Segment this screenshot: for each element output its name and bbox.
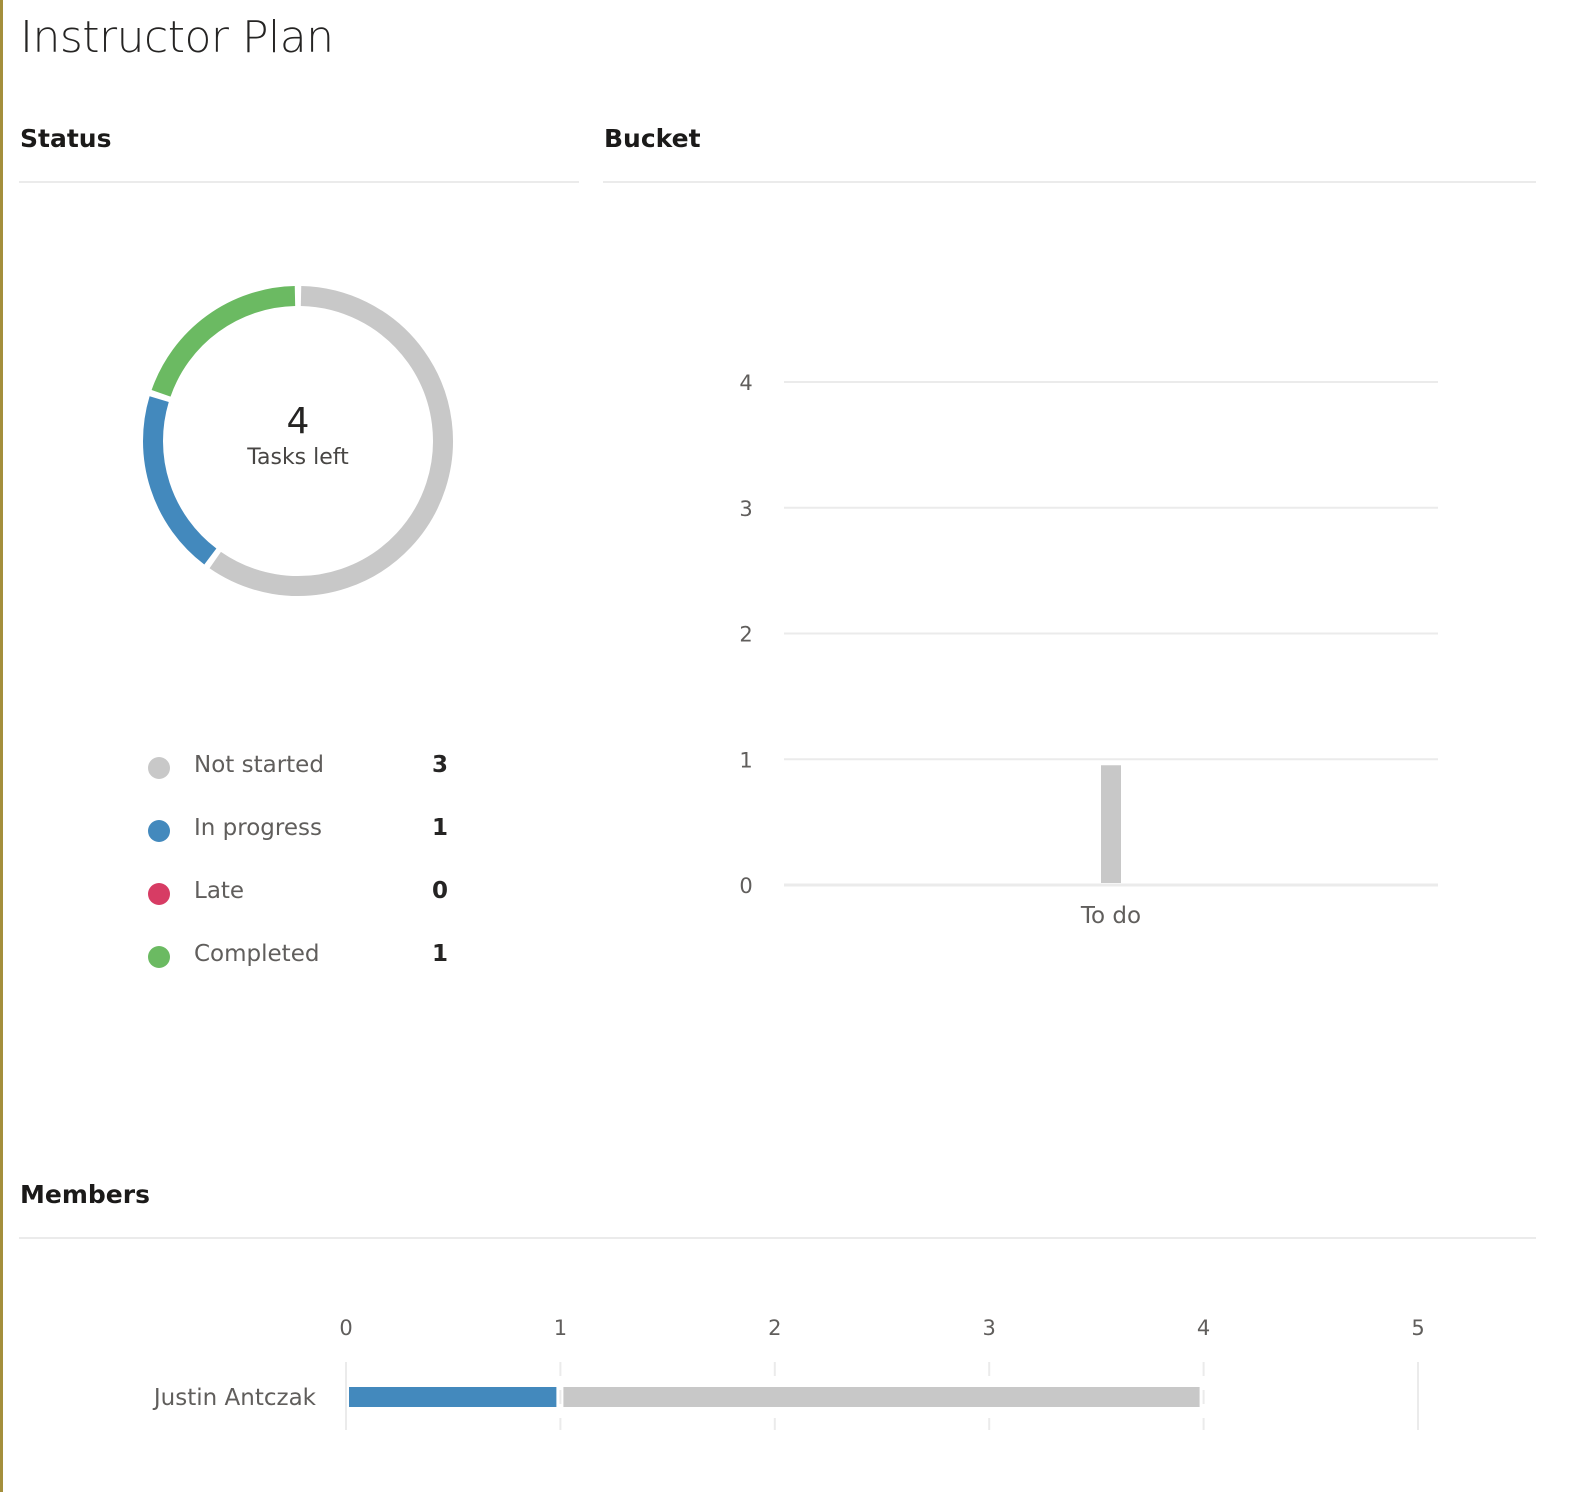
donut-slice-not-started[interactable]: [209, 286, 453, 596]
bucket-x-category-label: To do: [1080, 903, 1141, 929]
bucket-y-tick-label: 0: [739, 874, 752, 898]
status-donut-chart: [143, 286, 453, 596]
members-x-tick-label: 1: [554, 1316, 567, 1340]
status-legend: Not started 3 In progress 1 Late 0 Compl…: [148, 748, 458, 1000]
bucket-y-tick-label: 4: [739, 371, 752, 395]
legend-value-not-started: 3: [431, 752, 448, 778]
legend-item-completed[interactable]: Completed 1: [148, 937, 458, 1000]
members-x-tick-label: 5: [1411, 1316, 1424, 1340]
donut-slice-in-progress[interactable]: [143, 396, 217, 565]
legend-value-in-progress: 1: [431, 815, 448, 841]
legend-label-completed: Completed: [194, 941, 320, 967]
legend-item-late[interactable]: Late 0: [148, 874, 458, 937]
bucket-bar-chart: 0 1 2 3 4 To do: [739, 371, 1438, 929]
status-section-title: Status: [20, 124, 112, 153]
status-section-divider: [19, 181, 579, 183]
bucket-section-title: Bucket: [604, 124, 701, 153]
legend-item-not-started[interactable]: Not started 3: [148, 748, 458, 811]
tasks-left-label: Tasks left: [247, 445, 349, 470]
members-bar-chart: 0 1 2 3 4 5 Justin Antczak: [152, 1316, 1425, 1430]
not-started-dot-icon: [148, 757, 170, 779]
member-bar-in-progress[interactable]: [349, 1387, 557, 1407]
legend-label-late: Late: [194, 878, 245, 904]
member-bar-not-started[interactable]: [563, 1387, 1200, 1407]
bucket-y-tick-label: 1: [739, 748, 752, 772]
bucket-y-tick-label: 3: [739, 497, 752, 521]
legend-item-in-progress[interactable]: In progress 1: [148, 811, 458, 874]
donut-slice-completed[interactable]: [151, 286, 296, 397]
bucket-section-divider: [603, 181, 1536, 183]
legend-value-late: 0: [431, 878, 448, 904]
members-x-tick-label: 0: [339, 1316, 352, 1340]
bucket-y-tick-label: 2: [739, 623, 752, 647]
tasks-left-count: 4: [286, 401, 310, 442]
legend-value-completed: 1: [431, 941, 448, 967]
bucket-bar[interactable]: [1101, 765, 1121, 883]
members-section-title: Members: [20, 1180, 150, 1209]
members-section-divider: [19, 1237, 1536, 1239]
members-x-tick-label: 3: [983, 1316, 996, 1340]
legend-label-in-progress: In progress: [194, 815, 322, 841]
late-dot-icon: [148, 883, 170, 905]
in-progress-dot-icon: [148, 820, 170, 842]
member-name-label: Justin Antczak: [152, 1385, 317, 1411]
members-x-tick-label: 4: [1197, 1316, 1210, 1340]
legend-label-not-started: Not started: [194, 752, 324, 778]
donut-center-summary: 4 Tasks left: [148, 400, 448, 472]
left-accent-rule: [0, 0, 3, 1492]
members-x-tick-label: 2: [768, 1316, 781, 1340]
completed-dot-icon: [148, 946, 170, 968]
page-title: Instructor Plan: [20, 12, 334, 63]
